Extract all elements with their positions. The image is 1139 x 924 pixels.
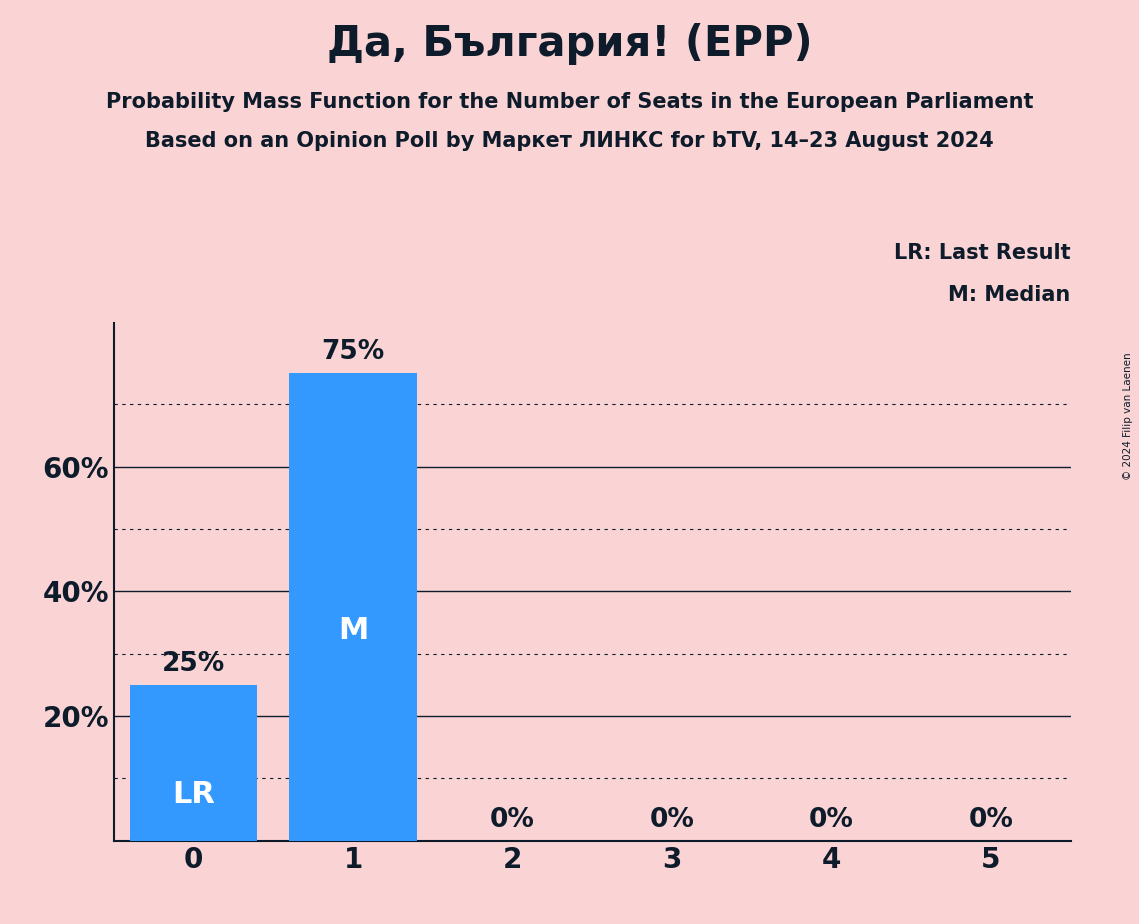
Text: 0%: 0% — [809, 807, 854, 833]
Text: 0%: 0% — [649, 807, 695, 833]
Text: 0%: 0% — [490, 807, 535, 833]
Text: © 2024 Filip van Laenen: © 2024 Filip van Laenen — [1123, 352, 1133, 480]
Text: 75%: 75% — [321, 339, 385, 365]
Bar — [289, 373, 417, 841]
Text: Based on an Opinion Poll by Маркет ЛИНКС for bTV, 14–23 August 2024: Based on an Opinion Poll by Маркет ЛИНКС… — [145, 131, 994, 152]
Text: Probability Mass Function for the Number of Seats in the European Parliament: Probability Mass Function for the Number… — [106, 92, 1033, 113]
Text: Да, България! (EPP): Да, България! (EPP) — [327, 23, 812, 65]
Text: M: M — [338, 616, 368, 645]
Text: LR: LR — [172, 780, 215, 808]
Text: 0%: 0% — [968, 807, 1014, 833]
Text: 25%: 25% — [162, 650, 226, 677]
Bar — [130, 685, 257, 841]
Text: LR: Last Result: LR: Last Result — [894, 243, 1071, 263]
Text: M: Median: M: Median — [949, 285, 1071, 305]
